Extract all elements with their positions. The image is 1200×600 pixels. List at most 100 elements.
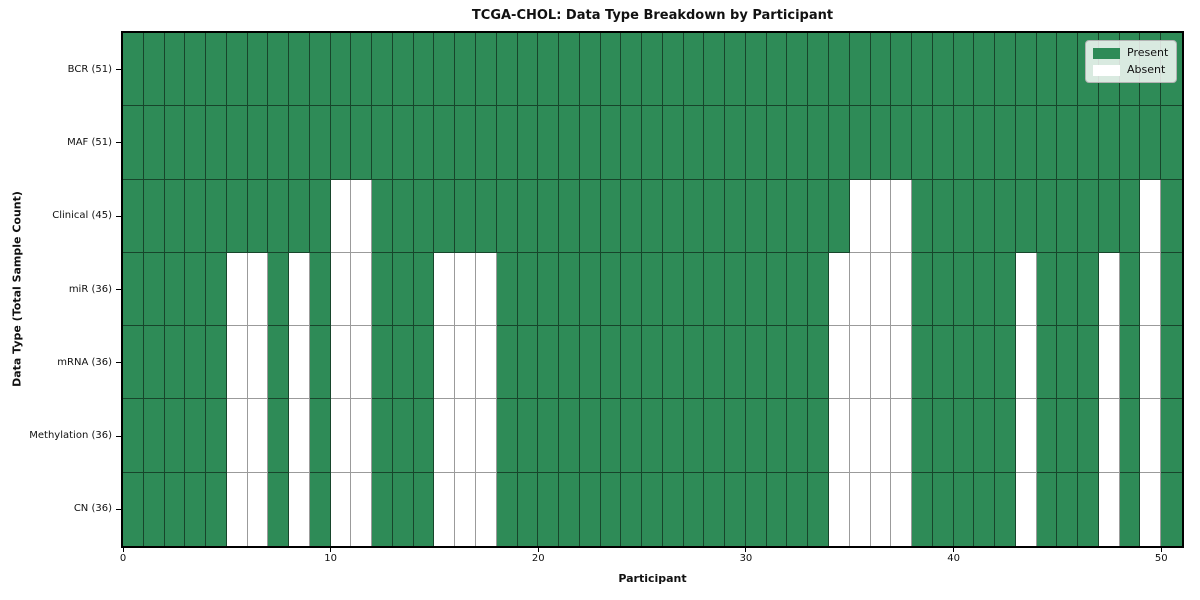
heatmap-cell bbox=[1098, 179, 1120, 253]
heatmap-cell bbox=[870, 326, 892, 400]
heatmap-cell bbox=[517, 472, 539, 546]
heatmap-cell bbox=[870, 472, 892, 546]
heatmap-cell bbox=[579, 252, 601, 327]
heatmap-cell bbox=[289, 106, 310, 180]
heatmap-cell bbox=[123, 33, 144, 107]
heatmap-cell bbox=[123, 399, 144, 473]
heatmap-cell bbox=[206, 472, 227, 546]
heatmap-cell bbox=[268, 179, 290, 253]
heatmap-cell bbox=[953, 326, 975, 400]
heatmap-cell bbox=[1098, 472, 1120, 546]
heatmap-cell bbox=[766, 472, 788, 546]
heatmap-cell bbox=[413, 326, 435, 400]
heatmap-cell bbox=[995, 399, 1016, 473]
heatmap-cell bbox=[496, 399, 518, 473]
heatmap-cell bbox=[185, 252, 207, 327]
heatmap-cell bbox=[123, 472, 144, 546]
heatmap-cell bbox=[642, 179, 663, 253]
heatmap-cell bbox=[1161, 472, 1182, 546]
heatmap-cell bbox=[247, 106, 269, 180]
heatmap-cell bbox=[766, 399, 788, 473]
y-tick-label: miR (36) bbox=[68, 283, 112, 295]
x-tick-label: 40 bbox=[947, 553, 960, 564]
heatmap-cell bbox=[891, 252, 913, 327]
y-tick-mark bbox=[116, 362, 121, 364]
heatmap-cell bbox=[828, 252, 850, 327]
heatmap-cell bbox=[579, 179, 601, 253]
heatmap-cell bbox=[974, 399, 996, 473]
heatmap-cell bbox=[226, 472, 248, 546]
heatmap-cell bbox=[289, 326, 310, 400]
heatmap-cell bbox=[745, 399, 767, 473]
heatmap-cell bbox=[330, 106, 352, 180]
heatmap-cell bbox=[268, 399, 290, 473]
x-tick-mark bbox=[1160, 548, 1162, 552]
heatmap-cell bbox=[434, 33, 456, 107]
heatmap-cell bbox=[683, 399, 705, 473]
heatmap-cell bbox=[413, 106, 435, 180]
heatmap-cell bbox=[745, 33, 767, 107]
heatmap-cell bbox=[787, 472, 809, 546]
heatmap-cell bbox=[517, 399, 539, 473]
heatmap-cell bbox=[434, 179, 456, 253]
x-tick-mark bbox=[122, 548, 124, 552]
heatmap-cell bbox=[434, 326, 456, 400]
heatmap-cell bbox=[787, 252, 809, 327]
heatmap-cell bbox=[974, 472, 996, 546]
heatmap-cell bbox=[1057, 326, 1079, 400]
heatmap-cell bbox=[351, 399, 373, 473]
y-tick-label: CN (36) bbox=[73, 503, 112, 515]
heatmap-cell bbox=[496, 326, 518, 400]
heatmap-cell bbox=[808, 179, 829, 253]
heatmap-cell bbox=[1036, 326, 1058, 400]
heatmap-cell bbox=[330, 33, 352, 107]
x-tick-label: 10 bbox=[324, 553, 337, 564]
heatmap-cell bbox=[538, 326, 560, 400]
plot-area bbox=[121, 31, 1184, 548]
heatmap-cell bbox=[517, 179, 539, 253]
heatmap-cell bbox=[1078, 179, 1099, 253]
legend-swatch-present-icon bbox=[1093, 47, 1120, 59]
heatmap-cell bbox=[475, 252, 497, 327]
heatmap-cell bbox=[559, 399, 580, 473]
heatmap-cell bbox=[828, 326, 850, 400]
heatmap-cell bbox=[351, 106, 373, 180]
heatmap-cell bbox=[517, 33, 539, 107]
heatmap-cell bbox=[538, 472, 560, 546]
heatmap-cell bbox=[475, 326, 497, 400]
y-tick-mark bbox=[116, 435, 121, 437]
heatmap-cell bbox=[704, 326, 726, 400]
heatmap-cell bbox=[164, 179, 186, 253]
heatmap-cell bbox=[1161, 326, 1182, 400]
heatmap-cell bbox=[891, 326, 913, 400]
heatmap-cell bbox=[808, 33, 829, 107]
heatmap-cell bbox=[683, 252, 705, 327]
heatmap-cell bbox=[828, 179, 850, 253]
heatmap-cell bbox=[891, 472, 913, 546]
heatmap-cell bbox=[808, 399, 829, 473]
heatmap-cell bbox=[247, 33, 269, 107]
heatmap-cell bbox=[372, 33, 393, 107]
heatmap-cell bbox=[974, 252, 996, 327]
heatmap-cell bbox=[475, 33, 497, 107]
x-axis-label: Participant bbox=[618, 572, 687, 585]
heatmap-cell bbox=[226, 399, 248, 473]
heatmap-cell bbox=[891, 179, 913, 253]
heatmap-cell bbox=[268, 472, 290, 546]
heatmap-cell bbox=[891, 106, 913, 180]
heatmap-cell bbox=[559, 472, 580, 546]
heatmap-cell bbox=[912, 179, 933, 253]
heatmap-cell bbox=[413, 399, 435, 473]
heatmap-cell bbox=[704, 179, 726, 253]
heatmap-cell bbox=[787, 399, 809, 473]
heatmap-cell bbox=[351, 33, 373, 107]
heatmap-cell bbox=[704, 252, 726, 327]
heatmap-cell bbox=[953, 179, 975, 253]
heatmap-cell bbox=[392, 106, 414, 180]
heatmap-cell bbox=[683, 179, 705, 253]
heatmap-cell bbox=[787, 326, 809, 400]
heatmap-cell bbox=[1015, 472, 1037, 546]
legend-item-present: Present bbox=[1093, 47, 1169, 59]
heatmap-cell bbox=[725, 106, 746, 180]
heatmap-cell bbox=[828, 106, 850, 180]
